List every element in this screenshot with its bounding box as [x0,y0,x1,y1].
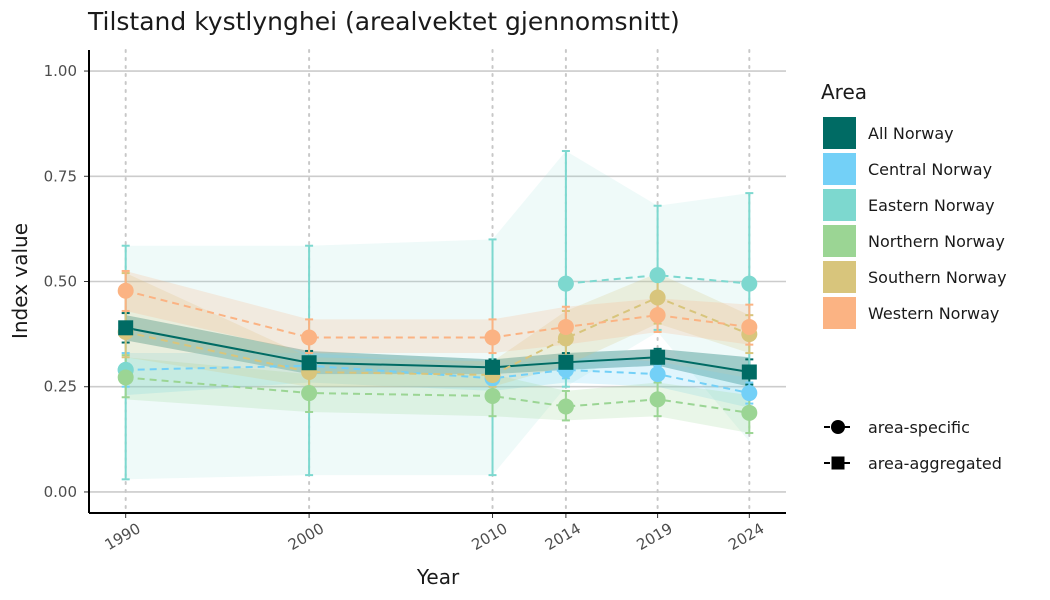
data-point-circle [649,267,666,284]
data-point-square [741,364,757,380]
legend-label: Western Norway [868,304,999,323]
legend-key [823,117,856,149]
legend-key [823,297,856,329]
legend-label: Central Norway [868,160,992,179]
data-point-square [485,359,501,375]
data-point-circle [557,398,574,415]
y-tick-label: 0.00 [44,483,77,501]
data-point-circle [301,329,318,346]
legend-label: Southern Norway [868,268,1007,287]
data-point-circle [484,387,501,404]
data-point-square [558,354,574,370]
legend-key [823,153,856,185]
legend-key [823,225,856,257]
data-point-circle [741,385,758,402]
confidence-band [125,151,750,480]
data-point-square [301,355,317,371]
x-tick-label: 2019 [634,519,676,554]
series-line [125,289,750,339]
data-point-circle [117,369,134,386]
y-tick-label: 0.25 [44,378,77,396]
data-point-circle [741,404,758,421]
data-point-circle [741,318,758,335]
series-line [565,274,750,285]
x-tick-label: 1990 [102,519,144,554]
legend-square-marker [831,456,845,470]
data-point-circle [484,329,501,346]
x-tick-label: 2000 [285,519,327,554]
data-point-square [650,349,666,365]
confidence-band [125,270,750,354]
y-axis-title: Index value [8,223,32,339]
data-point-circle [557,330,574,347]
legend-label: All Norway [868,124,954,143]
series-line [125,326,750,373]
legend-shape-label: area-aggregated [868,454,1002,473]
legend-label: Northern Norway [868,232,1005,251]
data-point-circle [557,318,574,335]
confidence-band [125,315,750,387]
data-point-circle [649,391,666,408]
legend-label: Eastern Norway [868,196,995,215]
series-line [125,296,750,376]
legend-circle-marker [831,420,845,434]
x-axis-title: Year [416,565,460,589]
legend-key [823,261,856,293]
data-point-circle [557,275,574,292]
legend-shape-label: area-specific [868,418,970,437]
y-tick-label: 0.50 [44,273,77,291]
data-point-circle [649,307,666,324]
legend-title: Area [821,80,867,104]
chart-title: Tilstand kystlynghei (arealvektet gjenno… [87,7,680,36]
data-point-circle [301,385,318,402]
legend-key [823,189,856,221]
y-tick-label: 0.75 [44,167,77,185]
data-point-square [118,320,134,336]
x-tick-label: 2014 [542,519,584,554]
x-tick-label: 2024 [725,519,767,554]
data-point-circle [117,282,134,299]
data-point-circle [649,289,666,306]
y-tick-label: 1.00 [44,62,77,80]
data-point-circle [741,275,758,292]
data-point-circle [649,366,666,383]
x-tick-label: 2010 [468,519,510,554]
